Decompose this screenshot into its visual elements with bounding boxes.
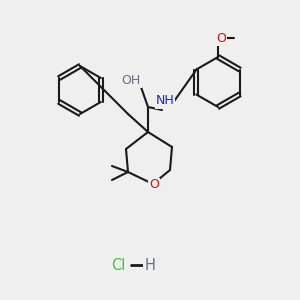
Text: O: O: [216, 32, 226, 44]
Text: H: H: [145, 257, 155, 272]
Text: O: O: [149, 178, 159, 191]
Text: OH: OH: [122, 74, 141, 86]
Text: Cl: Cl: [111, 257, 125, 272]
Text: NH: NH: [156, 94, 174, 107]
